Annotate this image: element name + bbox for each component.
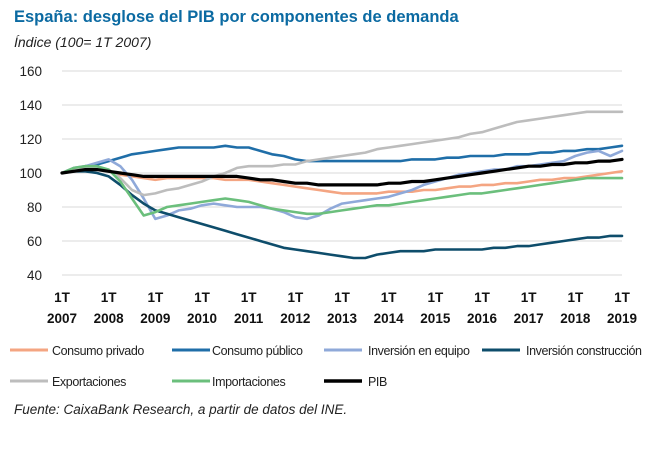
legend-label: PIB bbox=[368, 375, 387, 389]
legend-label: Consumo público bbox=[212, 344, 303, 358]
series-line bbox=[60, 157, 624, 187]
x-tick-quarter: 1T bbox=[101, 290, 118, 305]
x-tick-quarter: 1T bbox=[287, 290, 304, 305]
legend-label: Exportaciones bbox=[52, 375, 126, 389]
x-tick-year: 2015 bbox=[420, 311, 451, 326]
series-line bbox=[60, 164, 624, 217]
series-line bbox=[60, 170, 624, 260]
x-tick-year: 2011 bbox=[234, 311, 264, 326]
grid-lines bbox=[62, 70, 622, 276]
y-tick-label: 60 bbox=[27, 234, 42, 249]
x-tick-quarter: 1T bbox=[54, 290, 71, 305]
y-tick-label: 100 bbox=[19, 166, 42, 181]
x-tick-year: 2019 bbox=[607, 311, 637, 326]
legend-label: Consumo privado bbox=[52, 344, 144, 358]
x-tick-quarter: 1T bbox=[381, 290, 398, 305]
source-note: Fuente: CaixaBank Research, a partir de … bbox=[14, 402, 348, 417]
y-tick-label: 40 bbox=[27, 268, 42, 283]
y-tick-label: 120 bbox=[19, 132, 42, 147]
x-tick-year: 2012 bbox=[280, 311, 310, 326]
x-tick-year: 2013 bbox=[327, 311, 358, 326]
legend-label: Importaciones bbox=[212, 375, 285, 389]
x-tick-year: 2016 bbox=[467, 311, 498, 326]
chart-title: España: desglose del PIB por componentes… bbox=[14, 8, 459, 26]
x-tick-quarter: 1T bbox=[241, 290, 258, 305]
y-tick-label: 140 bbox=[19, 98, 42, 113]
x-tick-year: 2014 bbox=[374, 311, 405, 326]
x-tick-year: 2010 bbox=[187, 311, 217, 326]
x-tick-quarter: 1T bbox=[521, 290, 538, 305]
x-tick-quarter: 1T bbox=[147, 290, 164, 305]
x-tick-year: 2009 bbox=[140, 311, 170, 326]
x-tick-year: 2017 bbox=[514, 311, 544, 326]
series-line bbox=[60, 168, 624, 195]
x-tick-quarter: 1T bbox=[567, 290, 584, 305]
series-line bbox=[60, 110, 624, 197]
x-tick-quarter: 1T bbox=[474, 290, 491, 305]
x-tick-quarter: 1T bbox=[194, 290, 211, 305]
x-tick-quarter: 1T bbox=[334, 290, 351, 305]
x-tick-quarter: 1T bbox=[427, 290, 444, 305]
chart-subtitle: Índice (100= 1T 2007) bbox=[14, 34, 152, 50]
series-line bbox=[60, 144, 624, 175]
legend: Consumo privado Consumo público Inversión … bbox=[10, 344, 642, 389]
x-tick-year: 2008 bbox=[94, 311, 125, 326]
x-axis-ticks: 1T 2007 1T 2008 1T 2009 1T 2010 1T 2011 1T 2012 1T 20… bbox=[47, 290, 637, 326]
series-lines bbox=[60, 110, 624, 260]
x-tick-quarter: 1T bbox=[614, 290, 631, 305]
x-tick-year: 2018 bbox=[560, 311, 591, 326]
legend-label: Inversión en equipo bbox=[368, 344, 470, 358]
y-axis-ticks: 40 60 80 100 120 140 160 bbox=[19, 64, 42, 283]
y-tick-label: 160 bbox=[19, 64, 42, 79]
x-tick-year: 2007 bbox=[47, 311, 77, 326]
y-tick-label: 80 bbox=[27, 200, 42, 215]
legend-label: Inversión construcción bbox=[526, 344, 642, 358]
